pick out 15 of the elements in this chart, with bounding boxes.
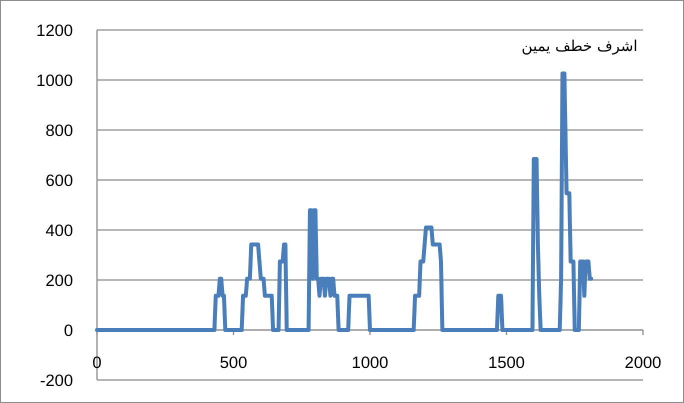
x-tick-label: 1000: [352, 354, 388, 372]
y-tick-label: 1000: [36, 72, 73, 90]
y-tick-label: 0: [64, 322, 73, 340]
y-tick-label: -200: [40, 372, 73, 390]
y-tick-label: 400: [45, 222, 73, 240]
y-tick-label: 800: [45, 122, 73, 140]
x-tick-label: 500: [220, 354, 248, 372]
line-series: [95, 72, 594, 332]
y-tick-label: 1200: [36, 22, 73, 40]
y-tick-label: 600: [45, 172, 73, 190]
y-tick-label: 200: [45, 272, 73, 290]
x-tick-label: 1500: [488, 354, 525, 372]
x-tick-label: 2000: [624, 354, 662, 372]
x-tick-label: 0: [92, 354, 102, 372]
text: اشرف خطف يمين: [522, 37, 638, 55]
